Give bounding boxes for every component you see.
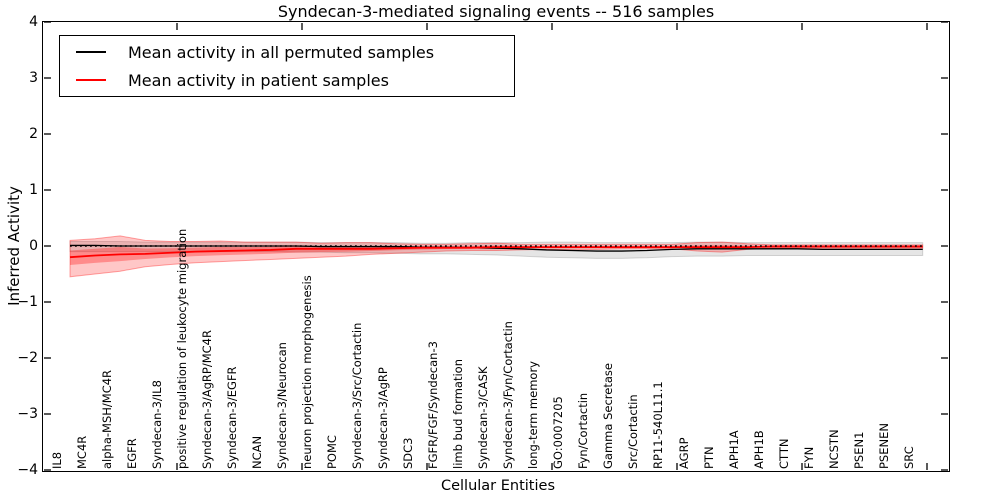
x-tick-label: NCAN bbox=[250, 435, 265, 469]
patient-activity-range-band bbox=[69, 235, 924, 278]
x-axis-label: Cellular Entities bbox=[440, 478, 556, 494]
x-tick-label: PSEN1 bbox=[852, 431, 867, 469]
y-tick-label: 2 bbox=[29, 126, 38, 142]
x-tick-label: IL8 bbox=[49, 451, 64, 469]
y-tick-label: 4 bbox=[29, 14, 38, 30]
x-tick-label: Src/Cortactin bbox=[626, 394, 641, 469]
x-tick-label: Syndecan-3/Src/Cortactin bbox=[350, 322, 365, 469]
x-tick-label: FGFR/FGF/Syndecan-3 bbox=[425, 341, 440, 469]
x-tick-label: GO:0007205 bbox=[551, 396, 566, 469]
y-tick-label: −1 bbox=[17, 294, 38, 310]
x-tick-label: SDC3 bbox=[400, 437, 415, 469]
x-tick-label: positive regulation of leukocyte migrati… bbox=[174, 228, 189, 469]
permuted-mean-line bbox=[70, 244, 923, 252]
x-tick-label: POMC bbox=[325, 435, 340, 469]
x-tick-label: neuron projection morphogenesis bbox=[300, 275, 315, 469]
x-tick-label: AGRP bbox=[676, 437, 691, 469]
x-tick-label: APH1A bbox=[726, 430, 741, 469]
x-tick-label: SRC bbox=[902, 446, 917, 469]
legend-label-permuted: Mean activity in all permuted samples bbox=[128, 42, 435, 62]
x-tick-label: FYN bbox=[801, 446, 816, 469]
x-tick-label: Syndecan-3/AgRP/MC4R bbox=[199, 330, 214, 469]
x-tick-label: long-term memory bbox=[526, 361, 541, 469]
x-tick-label: PSENEN bbox=[877, 423, 892, 469]
x-tick-label: Gamma Secretase bbox=[601, 363, 616, 469]
x-tick-label: PTN bbox=[701, 446, 716, 469]
y-tick-label: 1 bbox=[29, 182, 38, 198]
y-tick-label: −2 bbox=[17, 350, 38, 366]
x-tick-label: NCSTN bbox=[826, 429, 841, 469]
x-tick-label: RP11-540L11.1 bbox=[651, 381, 666, 469]
x-tick-label: Syndecan-3/CASK bbox=[475, 366, 490, 469]
legend-line-permuted-icon bbox=[76, 51, 106, 53]
x-tick-label: APH1B bbox=[751, 430, 766, 469]
x-tick-label: EGFR bbox=[124, 438, 139, 469]
legend-label-patient: Mean activity in patient samples bbox=[128, 70, 389, 90]
y-tick-label: −4 bbox=[17, 462, 38, 478]
x-tick-label: MC4R bbox=[74, 435, 89, 469]
chart-title: Syndecan-3-mediated signaling events -- … bbox=[277, 2, 715, 21]
x-tick-label: Fyn/Cortactin bbox=[576, 392, 591, 469]
x-tick-label: Syndecan-3/Neurocan bbox=[275, 342, 290, 469]
x-tick-label: Syndecan-3/AgRP bbox=[375, 367, 390, 469]
x-tick-label: Syndecan-3/Fyn/Cortactin bbox=[500, 321, 515, 469]
legend: Mean activity in all permuted samples Me… bbox=[59, 35, 515, 97]
x-tick-label: CTTN bbox=[776, 438, 791, 469]
x-tick-label: Syndecan-3/EGFR bbox=[225, 366, 240, 469]
legend-item-permuted: Mean activity in all permuted samples bbox=[60, 38, 514, 66]
y-tick-label: 3 bbox=[29, 70, 38, 86]
x-tick-label: limb bud formation bbox=[450, 359, 465, 469]
y-tick-label: −3 bbox=[17, 406, 38, 422]
x-tick-label: Syndecan-3/IL8 bbox=[149, 380, 164, 469]
plot-area bbox=[41, 20, 950, 472]
legend-line-patient-icon bbox=[76, 79, 106, 81]
legend-item-patient: Mean activity in patient samples bbox=[60, 66, 514, 94]
y-tick-label: 0 bbox=[29, 238, 38, 254]
x-tick-label: alpha-MSH/MC4R bbox=[99, 369, 114, 469]
